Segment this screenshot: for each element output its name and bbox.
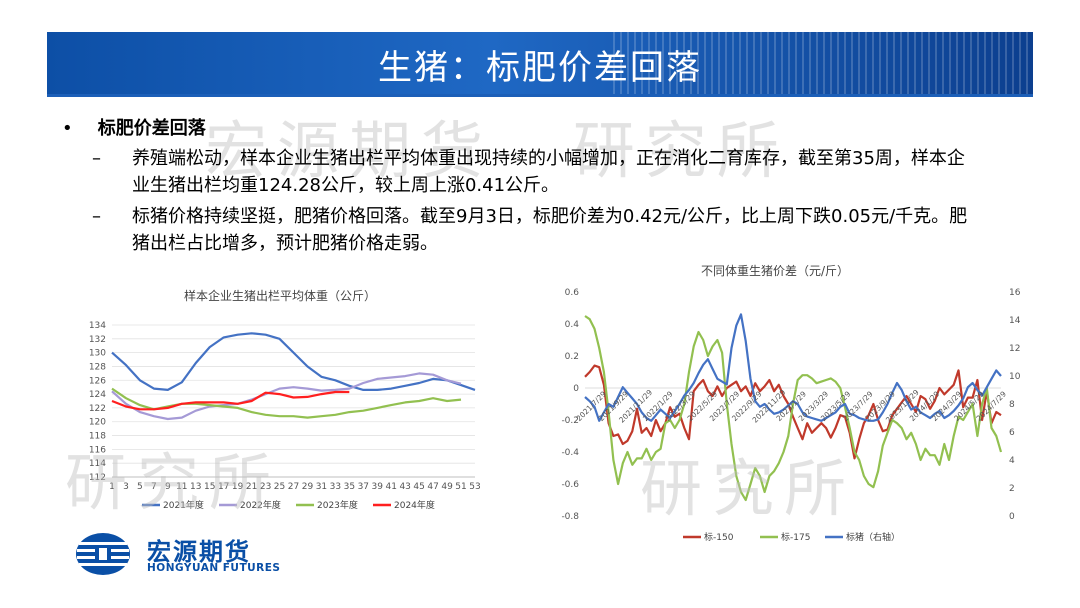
chart1-xtick: 51 <box>455 482 466 492</box>
chart1-series-line <box>111 372 462 421</box>
chart2-legend-label: 标-150 <box>704 531 734 543</box>
chart2-y2tick: 12 <box>1009 344 1020 354</box>
chart1-series-line <box>111 387 462 419</box>
chart1-series-line <box>111 390 350 411</box>
chart1-xtick: 9 <box>165 482 171 492</box>
bullet-text: 标肥价差回落 <box>97 118 206 139</box>
chart2-y2tick: 2 <box>1009 484 1015 494</box>
chart1-series-line <box>111 332 476 391</box>
chart2-ytick: 0.4 <box>565 320 580 330</box>
logo-en-text: HONGYUAN FUTURES <box>147 562 281 574</box>
page-title: 生猪：标肥价差回落 <box>378 48 702 88</box>
chart1-legend-label: 2022年度 <box>240 499 281 511</box>
chart1-xtick: 5 <box>137 482 143 492</box>
chart2-ytick: -0.8 <box>561 512 579 522</box>
chart1-legend-label: 2023年度 <box>317 499 358 511</box>
title-banner: 生猪：标肥价差回落 <box>47 32 1033 94</box>
chart1-xtick: 17 <box>218 482 229 492</box>
chart2-spread: -0.8-0.6-0.4-0.200.20.40.602468101214162… <box>561 288 1021 543</box>
chart2-title: 不同体重生猪价差（元/斤） <box>700 264 850 278</box>
dash-2: – <box>92 206 101 227</box>
chart1-ytick: 126 <box>89 376 106 386</box>
chart1-ytick: 132 <box>89 335 106 345</box>
chart1-xtick: 49 <box>441 482 453 492</box>
chart2-y2tick: 8 <box>1009 400 1015 410</box>
chart1-ytick: 130 <box>89 349 106 359</box>
banner-stripes <box>613 32 1033 94</box>
chart1-legend-label: 2024年度 <box>394 499 435 511</box>
chart1-ytick: 134 <box>89 321 106 331</box>
chart2-series-line <box>584 313 1002 422</box>
chart1-xtick: 21 <box>246 482 257 492</box>
point-2-text: 标猪价格持续坚挺，肥猪价格回落。截至9月3日，标肥价差为0.42元/公斤，比上周… <box>132 206 968 254</box>
chart2-series-line <box>584 364 1002 460</box>
chart1-ytick: 114 <box>89 459 106 469</box>
chart2-y2tick: 0 <box>1009 512 1015 522</box>
chart1-xtick: 45 <box>413 482 424 492</box>
chart1-xtick: 19 <box>232 482 244 492</box>
point-1: – 养殖端松动，样本企业生猪出栏平均体重出现持续的小幅增加，正在消化二育库存，截… <box>92 145 982 199</box>
chart1-xtick: 3 <box>123 482 129 492</box>
chart1-ytick: 120 <box>89 418 106 428</box>
bullet-heading: • 标肥价差回落 <box>62 114 206 140</box>
chart1-xtick: 37 <box>358 482 369 492</box>
chart1-legend-label: 2021年度 <box>163 499 204 511</box>
chart1-xtick: 25 <box>274 482 285 492</box>
chart2-legend-label: 标猪（右轴） <box>846 531 900 543</box>
chart2-y2tick: 6 <box>1009 428 1015 438</box>
chart1-xtick: 53 <box>469 482 480 492</box>
chart2-y2tick: 10 <box>1009 372 1021 382</box>
banner-underline <box>47 94 1033 97</box>
chart1-title: 样本企业生猪出栏平均体重（公斤） <box>183 289 376 303</box>
chart1-xtick: 13 <box>190 482 201 492</box>
chart1-xtick: 35 <box>344 482 355 492</box>
chart1-xtick: 39 <box>372 482 384 492</box>
chart1-xtick: 27 <box>288 482 299 492</box>
logo-cn-text: 宏源期货 <box>147 538 251 566</box>
chart2-ytick: -0.4 <box>561 448 579 458</box>
bullet-dot: • <box>62 118 73 139</box>
chart1-xtick: 11 <box>176 482 187 492</box>
chart2-ytick: 0.6 <box>565 288 580 298</box>
chart2-series-line <box>584 315 1003 502</box>
logo-mark-icon <box>76 533 130 575</box>
chart2-legend-label: 标-175 <box>781 531 810 543</box>
chart1-xtick: 33 <box>330 482 341 492</box>
point-1-text: 养殖端松动，样本企业生猪出栏平均体重出现持续的小幅增加，正在消化二育库存，截至第… <box>132 148 965 196</box>
chart1-ytick: 124 <box>89 390 106 400</box>
chart1-xtick: 23 <box>260 482 271 492</box>
chart1-xtick: 31 <box>316 482 327 492</box>
chart1-ytick: 122 <box>89 404 106 414</box>
company-logo: 宏源期货 HONGYUAN FUTURES <box>75 532 315 582</box>
chart1-xtick: 29 <box>302 482 314 492</box>
chart1-xtick: 15 <box>204 482 215 492</box>
chart2-y2tick: 16 <box>1009 288 1021 298</box>
chart1-xtick: 47 <box>427 482 438 492</box>
chart1-xtick: 43 <box>399 482 410 492</box>
point-2: – 标猪价格持续坚挺，肥猪价格回落。截至9月3日，标肥价差为0.42元/公斤，比… <box>92 203 982 257</box>
chart1-ytick: 112 <box>89 473 106 483</box>
dash-1: – <box>92 148 101 169</box>
chart1-ytick: 116 <box>89 445 106 455</box>
chart2-y2tick: 14 <box>1009 316 1021 326</box>
chart2-ytick: 0.2 <box>565 352 579 362</box>
chart1-ytick: 118 <box>89 432 106 442</box>
chart1-xtick: 1 <box>109 482 115 492</box>
chart1-ytick: 128 <box>89 362 106 372</box>
chart2-ytick: -0.2 <box>561 416 579 426</box>
chart2-ytick: -0.6 <box>561 480 579 490</box>
chart1-xtick: 41 <box>386 482 397 492</box>
chart2-ytick: 0 <box>573 384 579 394</box>
chart1-xtick: 7 <box>151 482 157 492</box>
chart2-y2tick: 4 <box>1009 456 1015 466</box>
